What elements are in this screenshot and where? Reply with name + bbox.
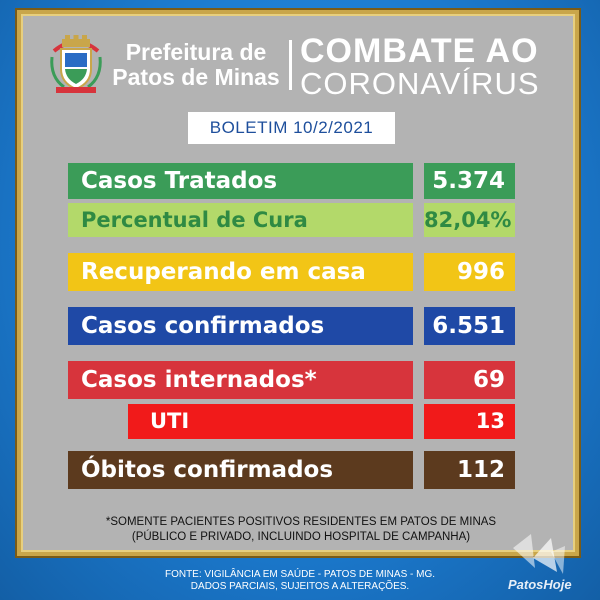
combate-title: COMBATE AO [300,32,539,70]
city-crest-icon [50,35,102,93]
footer-line1: FONTE: VIGILÂNCIA EM SAÚDE - PATOS DE MI… [164,569,436,580]
obitos-label: Óbitos confirmados [68,451,413,489]
percentual-cura-label: Percentual de Cura [68,203,413,237]
obitos-value: 112 [424,451,515,489]
prefeitura-title: Prefeitura de Patos de Minas [110,40,282,90]
percentual-cura-value: 82,04% [424,203,515,237]
coronavirus-title: CORONAVÍRUS [300,66,540,101]
uti-value: 13 [424,404,515,439]
casos-confirmados-value: 6.551 [424,307,515,345]
boletim-date: BOLETIM 10/2/2021 [188,112,395,144]
source-footer: FONTE: VIGILÂNCIA EM SAÚDE - PATOS DE MI… [100,569,500,593]
casos-internados-value: 69 [424,361,515,399]
footnote-line2: (PÚBLICO E PRIVADO, INCLUINDO HOSPITAL D… [131,531,471,543]
prefeitura-line1: Prefeitura de [125,39,267,65]
casos-confirmados-label: Casos confirmados [68,307,413,345]
recuperando-label: Recuperando em casa [68,253,413,291]
casos-tratados-label: Casos Tratados [68,163,413,199]
recuperando-value: 996 [424,253,515,291]
footer-line2: DADOS PARCIAIS, SUJEITOS A ALTERAÇÕES. [190,581,410,592]
footnote: *SOMENTE PACIENTES POSITIVOS RESIDENTES … [60,515,542,545]
footnote-line1: *SOMENTE PACIENTES POSITIVOS RESIDENTES … [105,516,497,528]
patoshoje-brand: PatosHoje [508,577,572,592]
prefeitura-line2: Patos de Minas [112,64,280,90]
patoshoje-logo-icon [513,534,565,574]
casos-internados-label: Casos internados* [68,361,413,399]
header-divider [289,40,292,90]
uti-label: UTI [128,404,413,439]
casos-tratados-value: 5.374 [424,163,515,199]
